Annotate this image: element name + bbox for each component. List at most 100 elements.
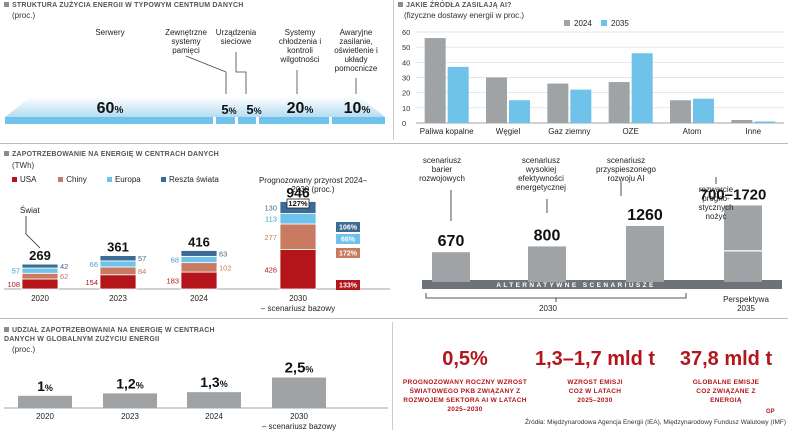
value-label: 42 — [60, 262, 68, 271]
x-label-2035b: 2035 — [737, 304, 755, 313]
x-tick-label: 2024 — [190, 294, 208, 303]
scenario-label-1: scenariusz — [522, 156, 560, 165]
y-tick-label: 50 — [402, 43, 410, 52]
value-label: 66 — [90, 260, 98, 269]
panel-a-value-0: 60% — [96, 100, 124, 117]
bar-2035-4 — [693, 98, 714, 123]
scenario-label-0: barier — [432, 165, 453, 174]
panel-a-label-0: Serwery — [95, 28, 125, 37]
share-x-label: 2024 — [205, 412, 223, 421]
divider-top — [393, 0, 394, 140]
growth-box-3 — [336, 280, 360, 290]
y-tick-label: 10 — [402, 104, 410, 113]
scenario-value-2: 1260 — [627, 207, 663, 224]
y-tick-label: 40 — [402, 58, 410, 67]
value-label: 68 — [171, 255, 179, 264]
y-tick-label: 60 — [402, 28, 410, 37]
scenario-label-2: scenariusz — [607, 156, 645, 165]
share-x-label-2: – scenariusz bazowy — [262, 422, 336, 431]
panel-c-chart: 269 2020 108 62 57 42 361 2023 154 84 66 57 416 2024 1… — [4, 186, 390, 313]
value-label: 62 — [60, 272, 68, 281]
y-tick-label: 30 — [402, 74, 410, 83]
share-x-label: 2020 — [36, 412, 54, 421]
stack-Chiny-1 — [99, 266, 137, 276]
stack-Europa-2 — [180, 255, 218, 264]
panel-c-unit: (TWh) — [12, 161, 35, 170]
share-value-2: 1,3% — [200, 374, 227, 390]
divider-h2 — [0, 318, 788, 319]
scenario-label-2: przyspieszonego — [596, 165, 657, 174]
x-label-2030: 2030 — [539, 304, 557, 313]
stack-USA-3 — [279, 249, 317, 290]
share-bar-0 — [18, 395, 72, 408]
bracket-2030 — [425, 293, 687, 299]
panel-a-label-4: Awaryjne zasilanie, oświetlenie i układy… — [334, 28, 378, 73]
growth-label-2: 172% — [339, 251, 358, 258]
x-tick-label: Gaz ziemny — [548, 127, 590, 136]
stack-Reszta świata-1 — [99, 255, 137, 262]
stat-0-value: 0,5% — [442, 348, 488, 370]
scenario-label-3: rozwarcie — [699, 185, 734, 194]
x-tick-label: Inne — [746, 127, 762, 136]
share-bar-2 — [187, 392, 241, 408]
panel-c-title: Zapotrzebowanie na energię w centrach da… — [4, 151, 219, 158]
scenario-label-3: stycznych — [698, 203, 733, 212]
value-label: 426 — [264, 265, 277, 274]
panel-b-title: Jakie źródła zasilają AI? — [398, 2, 512, 9]
x-tick-label: OZE — [622, 127, 638, 136]
panel-e-chart: 1% 2020 1,2% 2023 1,3% 2024 2,5% 2030– scenariu… — [4, 360, 388, 431]
legend-2024-swatch — [564, 20, 570, 26]
band-seg-serwery — [5, 117, 213, 124]
bar-2035-0 — [447, 66, 469, 123]
band-trapezoid — [5, 97, 385, 117]
legend-reszta: Reszta świata — [160, 175, 219, 184]
stack-Reszta świata-0 — [21, 263, 59, 269]
world-pointer — [25, 216, 41, 249]
growth-box-1 — [336, 234, 360, 244]
stack-USA-2 — [180, 271, 218, 290]
value-label: 113 — [265, 215, 277, 224]
stat-2-value: 37,8 mld t — [679, 348, 773, 370]
scenario-value-1: 800 — [534, 227, 561, 244]
value-label: 277 — [264, 233, 277, 242]
stack-Europa-3 — [279, 213, 317, 225]
scenario-value-0: 670 — [438, 233, 465, 250]
share-value-3: 2,5% — [285, 360, 314, 377]
x-tick-label: Węgiel — [496, 127, 521, 136]
bar-2024-2 — [547, 83, 569, 123]
legend-usa: USA — [12, 175, 36, 184]
x-tick-label-2: – scenariusz bazowy — [261, 304, 335, 313]
value-label: 84 — [138, 267, 146, 276]
scenario-bar-0 — [432, 252, 470, 282]
value-label: 57 — [12, 267, 20, 276]
growth-box-0 — [336, 222, 360, 232]
share-x-label: 2023 — [121, 412, 139, 421]
scenario-label-3: nożyc — [706, 212, 727, 221]
value-label: 108 — [7, 280, 20, 289]
band-seg-sieciowe — [238, 117, 256, 124]
growth-total: 127% — [288, 199, 308, 208]
growth-label-3: 133% — [339, 283, 358, 290]
scenario-label-0: scenariusz — [423, 156, 461, 165]
legend-chiny: Chiny — [58, 175, 87, 184]
scenario-label-3: progno- — [702, 194, 730, 203]
divider-h1 — [0, 143, 788, 144]
source-note: Źródła: Międzynarodowa Agencja Energii (… — [525, 419, 786, 426]
scenario-bar-2 — [626, 225, 664, 282]
panel-e-title: Udział zapotrzebowania na energię w cent… — [4, 327, 215, 343]
panel-c-growth-title: Prognozowany przyrost 2024–2030 (proc.) — [258, 176, 368, 194]
value-label: 130 — [264, 204, 277, 213]
share-x-label: 2030 — [290, 412, 308, 421]
panel-b-unit: (fizyczne dostawy energii w proc.) — [404, 11, 525, 20]
stat-0-label: Prognozowany roczny wzrost światowego PK… — [402, 379, 528, 413]
share-value-0: 1% — [37, 378, 53, 394]
bar-2035-2 — [570, 89, 592, 123]
bar-2035-3 — [631, 53, 653, 123]
bar-2035-1 — [509, 100, 530, 123]
x-tick-label: 2020 — [31, 294, 49, 303]
x-tick-label: Atom — [683, 127, 702, 136]
growth-total-box — [286, 198, 310, 209]
growth-box-2 — [336, 248, 360, 258]
panel-a-label-2: Urządzenia sieciowe — [215, 28, 257, 46]
value-label: 102 — [219, 263, 232, 272]
